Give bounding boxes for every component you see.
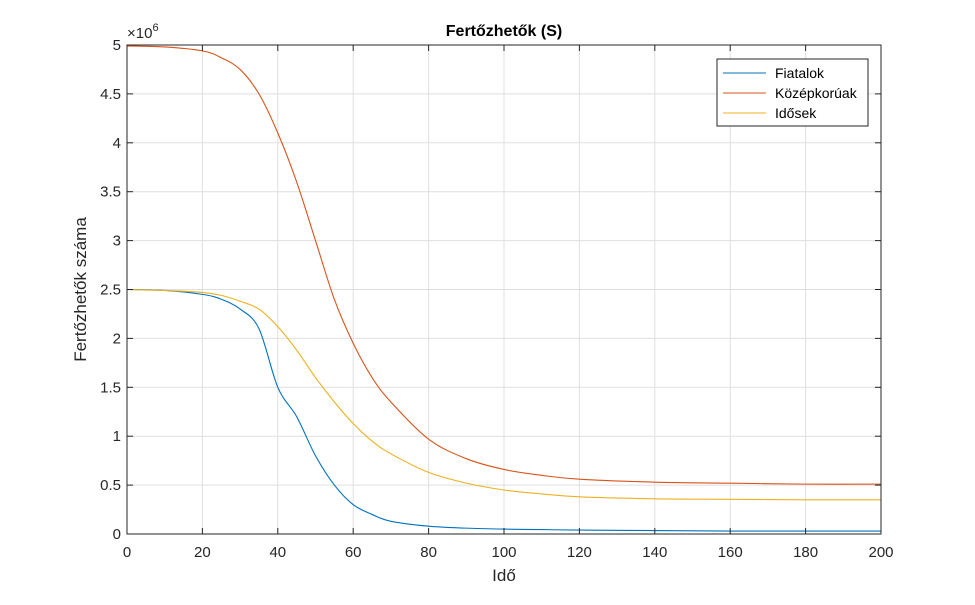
x-tick-label: 200 [868, 544, 893, 561]
y-axis-label: Fertőzhetők száma [71, 217, 90, 362]
y-tick-label: 1.5 [100, 379, 121, 396]
y-tick-label: 3.5 [100, 184, 121, 201]
x-tick-label: 40 [269, 544, 286, 561]
x-tick-label: 80 [420, 544, 437, 561]
legend-label-kozepkoruak: Középkorúak [775, 85, 858, 101]
series-layer [126, 45, 882, 532]
legend-label-idosek: Idősek [775, 105, 817, 121]
y-tick-label: 0.5 [100, 477, 121, 494]
grid [127, 45, 881, 534]
ticks [126, 44, 882, 535]
series-line-idosek [126, 288, 882, 501]
series-line-kozepkoruak [126, 45, 882, 485]
x-tick-labels: 0 20 40 60 80 100 120 140 160 180 200 [123, 544, 894, 561]
x-tick-label: 0 [123, 544, 131, 561]
y-tick-labels: 0 0.5 1 1.5 2 2.5 3 3.5 4 4.5 5 [100, 37, 121, 543]
x-tick-label: 180 [793, 544, 818, 561]
x-tick-label: 140 [642, 544, 667, 561]
x-tick-label: 160 [718, 544, 743, 561]
legend-label-fiatalok: Fiatalok [775, 65, 825, 81]
y-tick-label: 4.5 [100, 86, 121, 103]
legend: Fiatalok Középkorúak Idősek [716, 58, 869, 127]
x-tick-label: 100 [491, 544, 516, 561]
series-line-fiatalok [126, 288, 881, 532]
y-tick-label: 5 [113, 37, 121, 54]
legend-items: Fiatalok Középkorúak Idősek [723, 65, 858, 121]
x-tick-label: 120 [567, 544, 592, 561]
y-tick-label: 2.5 [100, 282, 121, 299]
y-tick-label: 3 [113, 233, 121, 250]
y-tick-label: 1 [113, 428, 121, 445]
y-tick-label: 4 [113, 135, 121, 152]
chart-title: Fertőzhetők (S) [446, 23, 562, 40]
y-tick-label: 2 [113, 330, 121, 347]
y-exponent-label: ×106 [127, 22, 159, 42]
x-tick-label: 60 [345, 544, 362, 561]
y-tick-label: 0 [113, 526, 121, 543]
x-axis-label: Idő [492, 566, 516, 585]
x-tick-label: 20 [194, 544, 211, 561]
